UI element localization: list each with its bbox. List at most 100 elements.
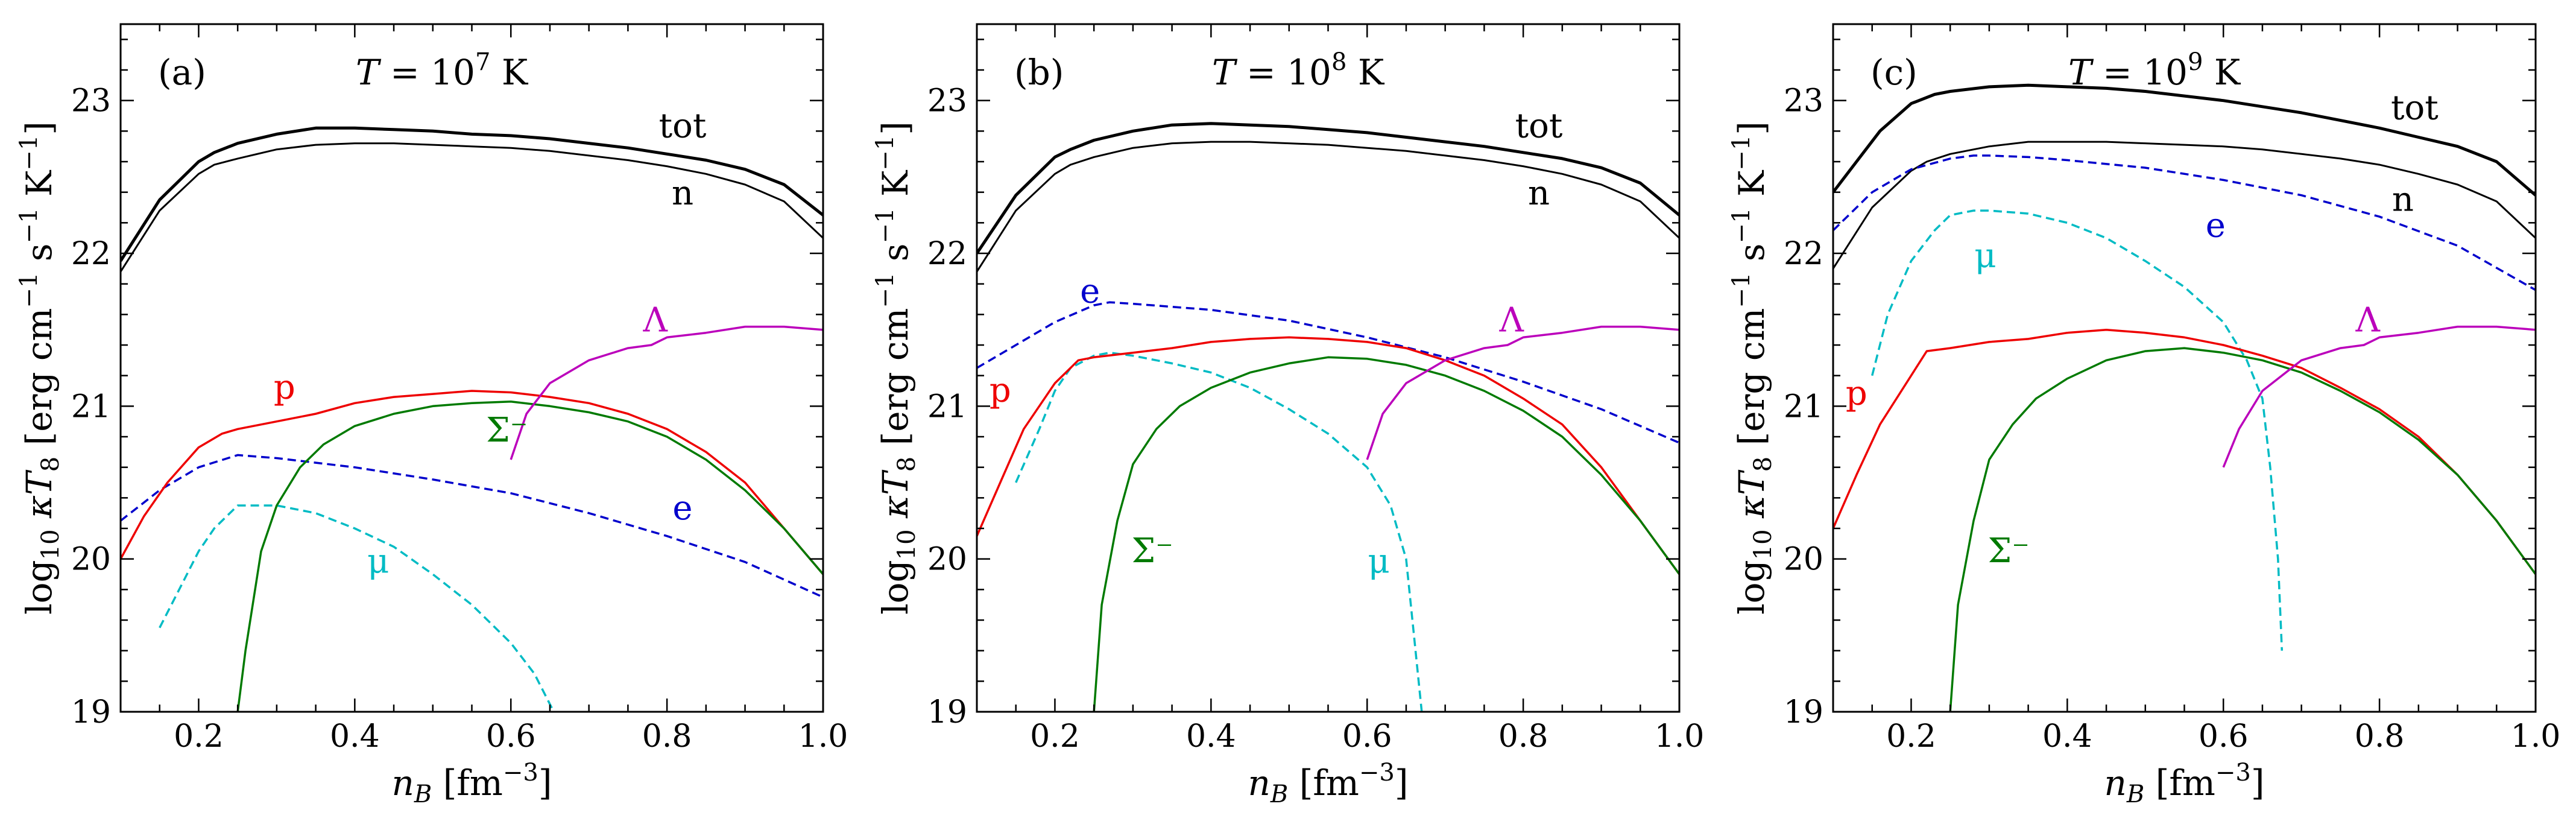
title-exponent: 8 [1331, 48, 1346, 76]
ylabel-unit-k: K [875, 170, 916, 208]
xlabel-subscript: B [414, 781, 432, 808]
x-tick-label: 1.0 [1655, 718, 1705, 755]
x-tick-label: 0.8 [1498, 718, 1548, 755]
curve-label-e: e [1080, 271, 1100, 311]
series-line-n [121, 142, 823, 273]
curve-label-Sigma: Σ⁻ [486, 411, 528, 450]
y-tick-label: 19 [71, 694, 111, 730]
xlabel-symbol: n [1248, 762, 1271, 803]
xlabel-subscript: B [2126, 781, 2144, 808]
ylabel-log: log [19, 560, 60, 615]
x-tick-label: 0.8 [2355, 718, 2405, 755]
title-exponent: 9 [2188, 48, 2203, 76]
y-tick-label: 22 [927, 236, 967, 272]
ylabel-unit-k: K [19, 170, 60, 208]
xlabel-unit-close: ] [1395, 762, 1409, 803]
curve-label-e: e [2206, 206, 2226, 245]
title-temp-symbol: T [2068, 52, 2094, 93]
series-line-n [1833, 141, 2536, 270]
y-tick-label: 21 [927, 388, 967, 425]
title-unit: K [1346, 52, 1384, 93]
ylabel-exp-1: −1 [1728, 273, 1755, 308]
x-tick-label: 0.4 [330, 718, 380, 755]
x-tick-label: 0.4 [1186, 718, 1236, 755]
ylabel-kappa: κT [1731, 469, 1772, 519]
curve-label-e: e [672, 489, 692, 528]
curve-label-Lambda: Λ [2355, 300, 2380, 340]
series-line-e [121, 454, 823, 598]
ylabel-unit: [erg cm [19, 308, 60, 457]
series-line-mu [1015, 351, 1423, 712]
x-tick-label: 0.6 [486, 718, 536, 755]
ylabel-exp-1: −1 [871, 273, 899, 308]
y-tick-label: 21 [71, 388, 111, 425]
series-line-Sigma [236, 400, 823, 712]
curve-label-tot: tot [1515, 107, 1563, 146]
curve-label-Lambda: Λ [1498, 300, 1524, 340]
x-tick-label: 0.2 [1030, 718, 1080, 755]
series-line-tot [977, 122, 1679, 255]
ylabel-exp-3: −1 [1728, 135, 1755, 171]
xlabel-symbol: n [392, 762, 414, 803]
series-line-Lambda [2222, 325, 2536, 468]
y-tick-label: 23 [71, 83, 111, 119]
series-line-mu [1871, 209, 2284, 651]
curve-label-n: n [1528, 174, 1550, 213]
xlabel-symbol: n [2104, 762, 2127, 803]
xlabel-subscript: B [1270, 781, 1288, 808]
ylabel-exp-1: −1 [15, 273, 43, 308]
x-axis-label: nB [fm−3] [1248, 759, 1409, 808]
x-tick-label: 0.2 [174, 718, 224, 755]
ylabel-log-subscript: 10 [37, 529, 65, 560]
ylabel-log-subscript: 10 [893, 529, 921, 560]
series-line-p [977, 336, 1679, 575]
ylabel-unit: [erg cm [1731, 308, 1772, 457]
series-group [1833, 83, 2536, 712]
title-equals: = 10 [1236, 52, 1331, 93]
y-tick-label: 20 [1784, 542, 1823, 578]
x-tick-label: 0.2 [1886, 718, 1936, 755]
ylabel-log: log [1731, 560, 1772, 615]
y-tick-label: 22 [1784, 236, 1823, 272]
y-axis-label: log10 κT8 [erg cm−1 s−1 K−1] [871, 121, 921, 615]
title-exponent: 7 [475, 48, 490, 76]
series-line-Sigma [1093, 356, 1679, 712]
curve-label-Lambda: Λ [642, 300, 668, 340]
tick-marks [119, 24, 824, 713]
x-tick-label: 0.6 [1342, 718, 1392, 755]
ylabel-space [19, 518, 60, 529]
ylabel-exp-3: −1 [15, 135, 43, 171]
curve-label-mu: μ [367, 542, 389, 581]
y-axis-label: log10 κT8 [erg cm−1 s−1 K−1] [1728, 121, 1777, 615]
y-tick-label: 23 [927, 83, 967, 119]
title-equals: = 10 [2092, 52, 2188, 93]
series-line-tot [121, 126, 823, 262]
curve-label-tot: tot [659, 107, 707, 146]
x-tick-label: 1.0 [2511, 718, 2561, 755]
ylabel-unit-s: s [19, 243, 60, 272]
title-temp-symbol: T [356, 52, 382, 93]
curve-label-p: p [274, 368, 295, 407]
series-line-Lambda [1366, 325, 1679, 460]
title-equals: = 10 [379, 52, 475, 93]
ylabel-log: log [875, 560, 916, 615]
series-line-mu [159, 504, 555, 712]
curve-label-p: p [1846, 374, 1867, 413]
panel-title: T = 109 K [2068, 48, 2241, 93]
panel-label: (a) [158, 52, 206, 93]
ylabel-unit-s: s [875, 243, 916, 272]
curve-label-p: p [990, 371, 1011, 410]
title-unit: K [2203, 52, 2241, 93]
curve-label-mu: μ [1974, 236, 1996, 276]
series-line-Lambda [510, 325, 823, 460]
curve-label-mu: μ [1368, 542, 1389, 581]
xlabel-unit-exponent: −3 [503, 759, 538, 787]
panel-label: (b) [1014, 52, 1064, 93]
series-line-p [121, 390, 823, 575]
series-line-Sigma [1949, 347, 2536, 712]
xlabel-unit-exponent: −3 [2215, 759, 2251, 787]
xlabel-unit: [fm [1288, 762, 1359, 803]
